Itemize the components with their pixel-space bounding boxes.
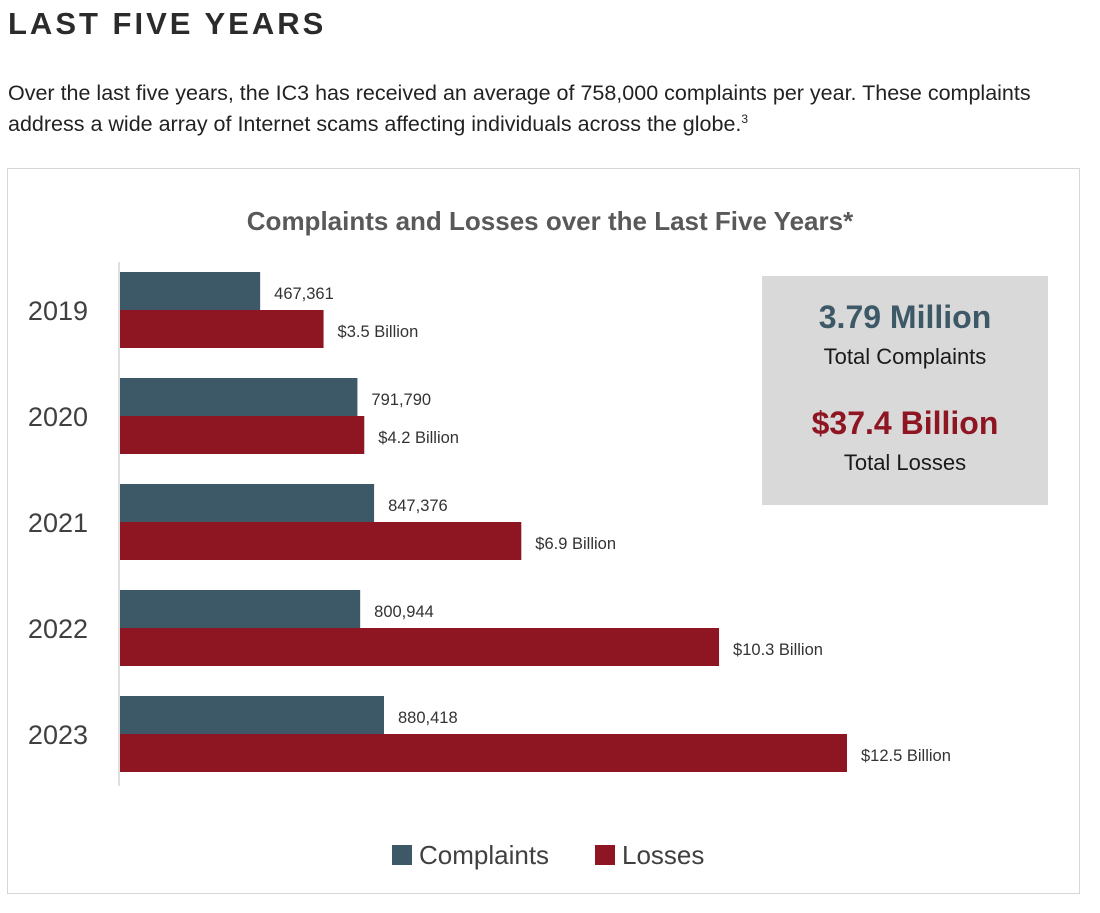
total-complaints-value: 3.79 Million [819,299,991,335]
intro-paragraph: Over the last five years, the IC3 has re… [8,78,1093,140]
complaints-bar [120,272,261,310]
losses-bar [120,522,522,560]
year-label: 2021 [28,508,88,538]
losses-bar [120,310,324,348]
complaints-value-label: 467,361 [274,285,334,303]
losses-value-label: $12.5 Billion [861,747,951,765]
complaints-value-label: 880,418 [398,709,458,727]
legend-label-losses: Losses [622,840,704,870]
complaints-value-label: 847,376 [388,497,448,515]
legend-swatch-losses [595,845,615,865]
total-losses-value: $37.4 Billion [812,405,999,441]
year-label: 2019 [28,296,88,326]
section-heading: LAST FIVE YEARS [8,6,327,41]
chart-title: Complaints and Losses over the Last Five… [247,206,854,236]
chart-frame [7,168,1080,894]
losses-bar [120,734,847,772]
losses-bar [120,628,720,666]
year-label: 2022 [28,614,88,644]
complaints-bar [120,378,358,416]
losses-value-label: $3.5 Billion [338,323,419,341]
losses-value-label: $10.3 Billion [733,641,823,659]
complaints-bar [120,590,361,628]
complaints-value-label: 800,944 [374,603,434,621]
year-label: 2020 [28,402,88,432]
footnote-marker: 3 [741,111,749,126]
legend-swatch-complaints [392,845,412,865]
summary-box [762,276,1048,505]
year-label: 2023 [28,720,88,750]
legend-label-complaints: Complaints [419,840,549,870]
complaints-value-label: 791,790 [371,391,431,409]
total-losses-label: Total Losses [844,450,966,475]
losses-value-label: $4.2 Billion [378,429,459,447]
losses-value-label: $6.9 Billion [535,535,616,553]
complaints-bar [120,484,375,522]
intro-text: Over the last five years, the IC3 has re… [8,81,1031,136]
complaints-bar [120,696,384,734]
losses-bar [120,416,365,454]
total-complaints-label: Total Complaints [824,344,987,369]
bar-group: 2019 467,361 $3.5 Billion 2020 791,790 $4.2 B… [28,272,951,772]
